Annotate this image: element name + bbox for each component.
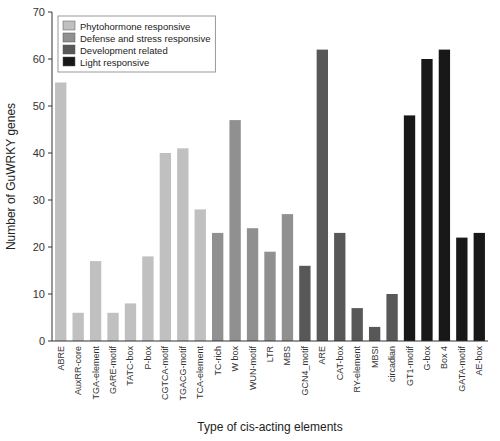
y-tick-label: 10 — [33, 288, 45, 300]
y-tick — [48, 247, 52, 248]
x-tick-label: TATC-box — [125, 346, 135, 386]
bar — [107, 313, 118, 341]
y-tick — [48, 12, 52, 13]
bar — [317, 50, 328, 341]
x-tick-label: TGACG-motif — [178, 346, 188, 401]
bar — [177, 148, 188, 341]
bar — [142, 256, 153, 341]
x-tick-label: Box 4 — [439, 346, 449, 369]
x-tick-label: MBSI — [370, 346, 380, 368]
y-tick-label: 30 — [33, 194, 45, 206]
y-tick-label: 20 — [33, 241, 45, 253]
y-tick-label: 50 — [33, 100, 45, 112]
x-tick-label: GARE-motif — [108, 346, 118, 395]
y-tick — [48, 341, 52, 342]
x-tick-label: GCN4_motif — [300, 346, 310, 396]
x-tick-label: TC-rich — [213, 346, 223, 376]
y-axis-line — [52, 12, 53, 341]
y-tick — [48, 59, 52, 60]
x-axis: ABRE AuxRR-core TGA-element GARE-motif TATC-… — [56, 346, 485, 401]
x-tick-label: CAT-box — [335, 346, 345, 381]
x-tick-label: P-box — [143, 346, 153, 370]
x-tick-label: W box — [230, 346, 240, 372]
bar — [282, 214, 293, 341]
legend-label: Development related — [80, 45, 168, 56]
legend-swatch — [63, 33, 75, 42]
y-tick-label: 40 — [33, 147, 45, 159]
y-tick-label: 0 — [39, 335, 45, 347]
legend-swatch — [63, 57, 75, 66]
x-tick-label: G-box — [422, 346, 432, 371]
bar — [195, 209, 206, 341]
bar — [90, 261, 101, 341]
bar — [474, 233, 485, 341]
x-tick-label: CGTCA-motif — [160, 346, 170, 400]
legend-label: Phytohormone responsive — [80, 21, 190, 32]
x-tick-label: TGA-element — [91, 346, 101, 400]
y-tick-label: 60 — [33, 53, 45, 65]
legend-box — [58, 16, 215, 72]
x-tick-label: circadian — [387, 346, 397, 382]
legend-swatch — [63, 21, 75, 30]
x-tick-label: AuxRR-core — [73, 346, 83, 395]
y-tick — [48, 200, 52, 201]
bar — [299, 266, 310, 341]
bar — [212, 233, 223, 341]
x-axis-line — [52, 341, 488, 342]
x-axis-title: Type of cis-acting elements — [197, 420, 342, 434]
x-tick-label: TCA-element — [195, 346, 205, 400]
bar — [264, 252, 275, 341]
x-tick-label: WUN-motif — [248, 346, 258, 390]
chart: 0 10 20 30 40 50 60 70 ABRE AuxRR-core TGA-element… — [0, 0, 500, 441]
y-axis: 0 10 20 30 40 50 60 70 — [33, 6, 52, 347]
x-tick-label: ARE — [317, 346, 327, 365]
y-tick — [48, 153, 52, 154]
y-tick-label: 70 — [33, 6, 45, 18]
bar — [352, 308, 363, 341]
x-tick-label: RY-element — [352, 346, 362, 393]
bar — [439, 50, 450, 341]
bar — [456, 238, 467, 341]
x-tick-label: ABRE — [56, 346, 66, 371]
x-tick-label: GATA-motif — [457, 346, 467, 392]
bars — [55, 50, 485, 341]
bar — [404, 115, 415, 341]
y-tick — [48, 106, 52, 107]
legend-label: Light responsive — [80, 57, 149, 68]
y-axis-title: Number of GuWRKY genes — [4, 103, 18, 250]
bar — [229, 120, 240, 341]
legend-swatch — [63, 45, 75, 54]
x-tick-label: AE-box — [474, 346, 484, 376]
x-tick-label: GT1-motif — [405, 346, 415, 387]
bar — [421, 59, 432, 341]
x-tick-label: MBS — [282, 346, 292, 366]
bar — [334, 233, 345, 341]
y-tick — [48, 294, 52, 295]
bar — [125, 303, 136, 341]
x-tick-label: LTR — [265, 346, 275, 363]
legend-label: Defense and stress responsive — [80, 33, 210, 44]
bar — [160, 153, 171, 341]
legend: Phytohormone responsiveDefense and stres… — [58, 16, 215, 72]
bar — [55, 83, 66, 342]
bar — [72, 313, 83, 341]
bar — [386, 294, 397, 341]
bar — [369, 327, 380, 341]
bar — [247, 228, 258, 341]
